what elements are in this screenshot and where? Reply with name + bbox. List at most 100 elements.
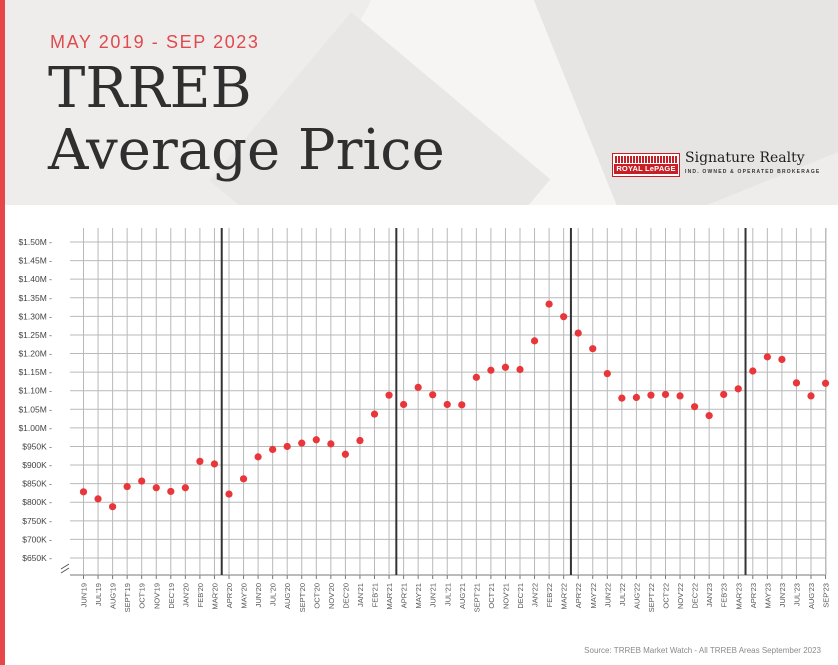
x-tick-label: JUL'20 [269,583,278,606]
x-tick-label: FEB'21 [371,583,380,607]
x-tick-label: MAR'22 [560,583,569,609]
x-tick-label: DEC'19 [167,583,176,609]
y-tick-label: $1.05M - [18,404,52,414]
logo-tagline: IND. OWNED & OPERATED BROKERAGE [685,169,821,175]
data-point [123,483,131,491]
title-line-1: TRREB [48,56,252,121]
x-tick-label: APR'20 [225,583,234,608]
x-tick-label: JAN'20 [181,583,190,607]
data-point [603,370,611,378]
data-point [239,475,248,483]
x-tick-label: OCT'21 [487,583,496,609]
data-point [269,445,277,454]
x-tick-label: MAR'21 [385,583,394,609]
x-tick-label: OCT'19 [138,583,147,609]
y-tick-label: $1.50M - [18,237,52,247]
data-point [632,393,641,401]
data-point [792,379,801,387]
data-point [705,412,713,420]
x-tick-label: NOV'22 [676,583,685,609]
grid [60,228,827,576]
data-point [138,477,146,485]
x-tick-label: OCT'22 [662,583,671,609]
x-tick-label: DEC'22 [691,583,700,609]
x-tick-label: AUG'19 [109,583,118,609]
x-tick-label: JAN'23 [705,583,714,607]
data-point [676,392,684,400]
data-point [458,401,466,409]
data-point [472,373,480,381]
data-points [79,300,830,511]
data-point [312,436,320,444]
axis-break-icon [60,563,70,574]
x-tick-label: NOV'21 [501,583,510,609]
date-range-subtitle: MAY 2019 - SEP 2023 [50,32,260,52]
x-tick-label: MAY'21 [414,583,423,608]
x-tick-label: SEPT'22 [647,583,656,612]
y-tick-label: $800K - [22,497,52,507]
y-tick-label: $1.20M - [18,349,52,359]
x-tick-label: AUG'22 [632,583,641,609]
x-tick-label: OCT'20 [312,583,321,609]
x-tick-label: APR'22 [574,583,583,608]
x-tick-label: DEC'21 [516,583,525,609]
x-tick-label: DEC'20 [341,583,350,609]
data-point [283,442,291,451]
x-tick-label: MAY'20 [240,583,249,608]
data-point [647,391,655,399]
x-tick-label: JUL'23 [792,583,801,606]
x-tick-label: SEPT'20 [298,583,307,612]
data-point [181,484,189,492]
data-point [661,390,670,399]
data-point [429,391,437,399]
y-tick-label: $1.30M - [18,311,52,321]
x-tick-label: NOV'19 [152,583,161,609]
average-price-chart: $650K - $700K - $750K - $800K - $850K - $900K… [18,228,831,612]
data-point [210,460,219,468]
x-tick-label: MAR'23 [734,583,743,609]
accent-bar [0,0,5,665]
data-point [807,392,815,400]
y-tick-label: $1.10M - [18,386,52,396]
x-tick-label: JAN'21 [356,583,365,607]
data-point [254,453,262,461]
x-tick-label: JUN'20 [254,583,263,607]
y-axis: $650K - $700K - $750K - $800K - $850K - $900K… [18,237,52,563]
data-point [487,366,495,374]
data-point [443,400,451,409]
data-point [370,410,379,418]
y-tick-label: $650K - [22,553,52,563]
data-point [400,400,408,409]
y-tick-label: $900K - [22,460,52,470]
data-point [167,487,175,496]
x-tick-label: AUG'21 [458,583,467,609]
data-point [516,365,524,374]
y-tick-label: $1.00M - [18,423,52,433]
data-point [749,367,757,375]
title-line-2: Average Price [48,118,445,183]
data-point [196,457,204,465]
x-tick-label: MAY'22 [589,583,598,608]
x-tick-label: MAY'23 [763,583,772,608]
header-banner: MAY 2019 - SEP 2023 TRREB Average Price … [0,0,838,205]
data-point [574,329,582,337]
x-tick-label: SEPT'21 [472,583,481,612]
x-tick-label: FEB'23 [720,583,729,607]
x-tick-label: JUL'22 [618,583,627,606]
brokerage-logo: ROYAL LePAGE Signature Realty IND. OWNED… [612,150,822,180]
data-point [79,488,88,496]
x-tick-label: SEP'23 [822,583,831,608]
y-tick-label: $750K - [22,516,52,526]
data-point [385,391,393,399]
data-point [501,363,510,371]
data-point [356,436,364,445]
logo-bars-icon [615,156,677,163]
x-tick-label: SEPT'19 [123,583,132,612]
data-point [530,337,539,345]
data-point [720,390,728,399]
x-tick-label: JUN'19 [80,583,89,607]
data-point [414,383,422,391]
logo-brand-text: ROYAL LePAGE [614,164,678,174]
x-tick-label: MAR'20 [210,583,219,609]
data-point [691,403,699,411]
